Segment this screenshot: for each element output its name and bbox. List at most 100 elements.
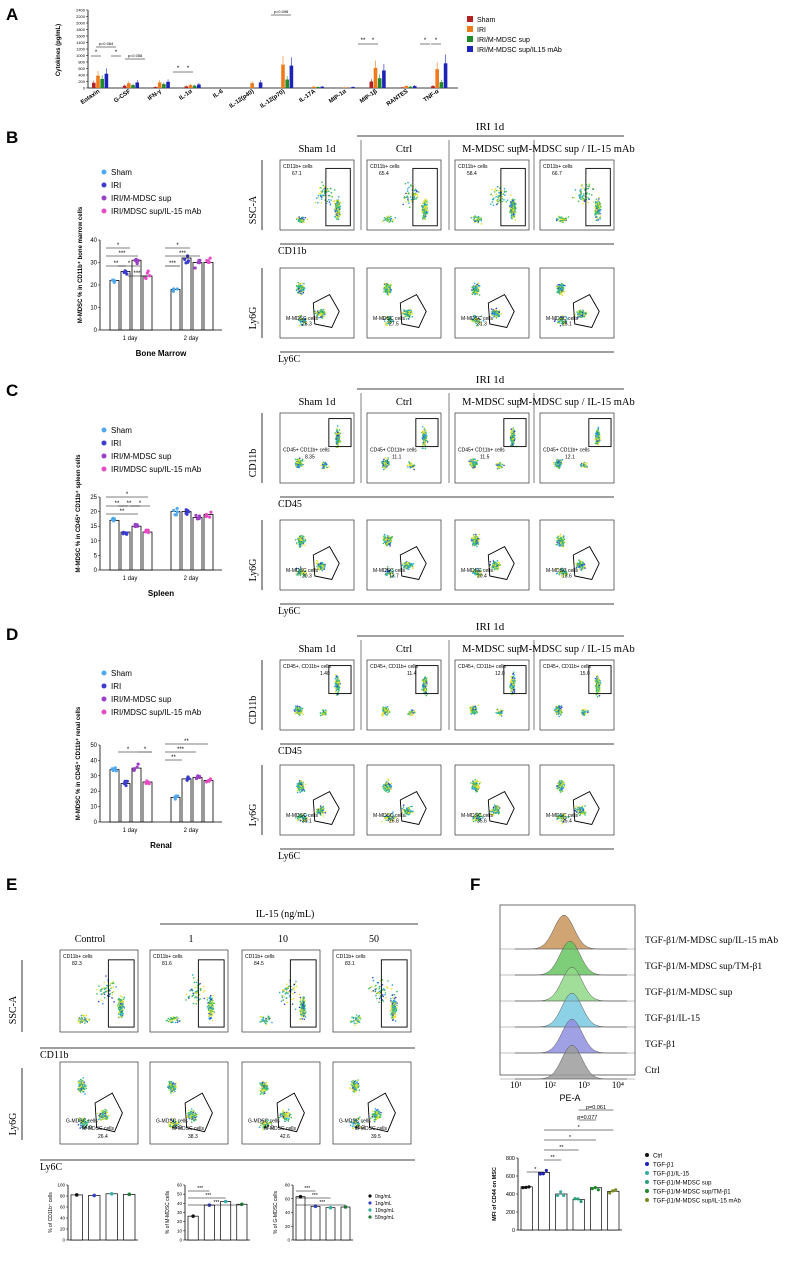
event-dot — [472, 288, 475, 290]
event-dot — [301, 460, 304, 462]
event-dot — [597, 433, 600, 435]
event-dot — [403, 309, 405, 311]
event-dot — [512, 438, 514, 441]
event-dot — [475, 541, 478, 544]
event-dot — [334, 210, 337, 212]
event-dot — [476, 545, 478, 548]
event-dot — [338, 210, 340, 212]
event-dot — [322, 308, 324, 311]
event-dot — [297, 292, 300, 294]
event-dot — [297, 459, 300, 462]
event-dot — [384, 219, 386, 221]
event-dot — [406, 190, 409, 192]
event-dot — [297, 317, 300, 320]
event-dot — [408, 311, 411, 313]
event-dot — [422, 216, 424, 219]
legend-label: Sham — [111, 669, 132, 678]
legend-label: Sham — [111, 426, 132, 435]
event-dot — [386, 574, 388, 577]
event-dot — [297, 319, 300, 321]
event-dot — [383, 535, 385, 538]
legend-swatch — [467, 46, 473, 52]
event-dot — [495, 310, 498, 313]
event-dot — [390, 536, 392, 539]
event-dot — [474, 540, 477, 543]
event-dot — [323, 315, 325, 318]
event-dot — [413, 468, 415, 471]
data-point — [111, 278, 115, 282]
event-dot — [408, 312, 411, 315]
event-dot — [336, 215, 339, 218]
event-dot — [491, 194, 494, 197]
event-dot — [387, 217, 389, 219]
event-dot — [334, 677, 337, 680]
event-dot — [318, 310, 320, 313]
legend-label: IRI — [111, 682, 121, 691]
data-point — [197, 258, 201, 263]
y-tick-label: 15 — [90, 524, 97, 530]
event-dot — [578, 194, 580, 197]
event-dot — [561, 458, 564, 461]
event-dot — [582, 202, 584, 205]
event-dot — [386, 286, 389, 288]
legend-dot — [101, 466, 107, 472]
panel-letter-A: A — [6, 5, 18, 24]
event-dot — [298, 285, 300, 287]
category-label: IL-6 — [212, 88, 225, 99]
event-dot — [492, 564, 495, 566]
event-dot — [500, 465, 503, 467]
bar-IRI — [404, 86, 409, 88]
bar-IRI/M-MDSC sup — [100, 78, 104, 88]
event-dot — [383, 466, 385, 469]
y-tick-label: 50 — [90, 743, 97, 749]
legend-label: IRI/M-MDSC sup/IL15 mAb — [477, 47, 562, 54]
event-dot — [319, 190, 322, 193]
event-dot — [333, 208, 336, 211]
event-dot — [301, 712, 303, 714]
event-dot — [584, 567, 586, 569]
event-dot — [554, 461, 557, 464]
event-dot — [337, 196, 340, 198]
column-title: Sham 1d — [298, 144, 336, 155]
event-dot — [598, 441, 600, 444]
event-dot — [306, 318, 308, 320]
y-tick-label: 1000 — [76, 53, 86, 58]
event-dot — [412, 565, 415, 568]
sig-marker: *** — [169, 261, 177, 267]
gate-label: CD11b+ cells — [543, 164, 573, 170]
chart-title: Bone Marrow — [136, 349, 187, 358]
event-dot — [404, 563, 406, 566]
event-dot — [404, 182, 407, 185]
event-dot — [510, 428, 513, 430]
data-point — [148, 274, 152, 278]
data-point — [204, 512, 209, 517]
event-dot — [295, 542, 298, 544]
p-value: p=0.098 — [274, 9, 289, 14]
bar-IRI/M-MDSC sup — [377, 78, 382, 88]
sig-marker: ** — [114, 261, 119, 267]
event-dot — [336, 441, 338, 444]
event-dot — [336, 200, 339, 203]
event-dot — [389, 540, 392, 543]
event-dot — [302, 713, 304, 716]
data-point — [183, 257, 187, 262]
event-dot — [510, 430, 513, 432]
column-title: M-MDSC sup — [462, 644, 522, 655]
plot-frame — [539, 267, 615, 339]
event-dot — [495, 199, 498, 201]
event-dot — [492, 313, 494, 315]
event-dot — [332, 200, 335, 203]
legend-label: IRI/M-MDSC sup — [477, 37, 530, 44]
legend-dot — [101, 670, 107, 676]
gate-box — [325, 167, 351, 227]
event-dot — [299, 321, 302, 323]
event-dot — [426, 439, 428, 442]
event-dot — [405, 566, 407, 568]
data-point — [110, 767, 114, 771]
event-dot — [557, 461, 559, 464]
event-dot — [408, 206, 411, 209]
legend-swatch — [467, 26, 473, 32]
